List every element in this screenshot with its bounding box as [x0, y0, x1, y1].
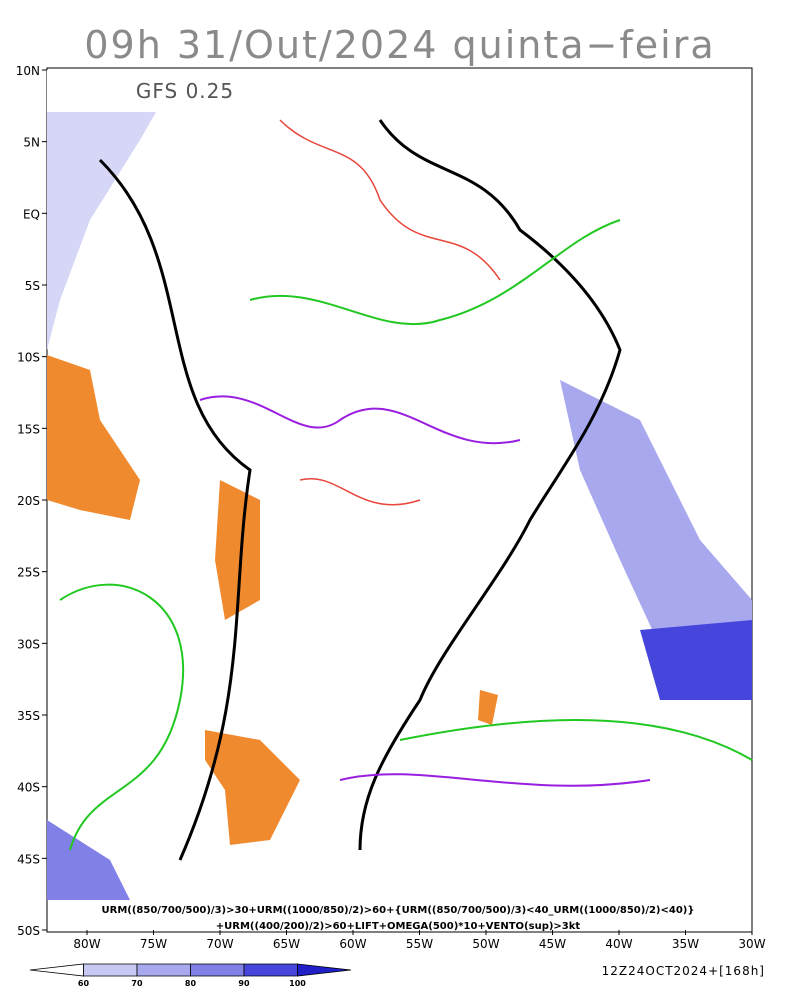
contour: [199, 395, 651, 787]
colorbar-label: 90: [238, 979, 250, 988]
lon-label: 70W: [206, 937, 233, 951]
humidity-area: [640, 620, 752, 700]
humidity-area: [47, 820, 130, 900]
lat-label: 10N: [16, 64, 40, 78]
colorbar-swatch: [83, 963, 138, 977]
lon-label: 45W: [539, 937, 566, 951]
colorbar-swatch: [29, 963, 84, 977]
lon-label: 55W: [406, 937, 433, 951]
contour: [279, 119, 501, 506]
colorbar-label: 80: [185, 979, 197, 988]
lat-label: 30S: [17, 637, 40, 651]
humidity-area: [47, 70, 180, 350]
colorbar-swatch: [243, 963, 298, 977]
lon-label: 50W: [472, 937, 499, 951]
lift-area: [205, 730, 300, 845]
formula-box: [48, 900, 751, 931]
colorbar-label: 100: [289, 979, 306, 988]
lon-label: 80W: [73, 937, 100, 951]
lat-label: 50S: [17, 924, 40, 938]
lon-label: 65W: [273, 937, 300, 951]
contour: [59, 219, 753, 851]
map-area: GFS 0.25: [46, 67, 753, 933]
lat-label: 20S: [17, 494, 40, 508]
humidity-area: [560, 380, 752, 700]
lon-label: 75W: [140, 937, 167, 951]
colorbar-label: 70: [131, 979, 143, 988]
lat-label: 40S: [17, 781, 40, 795]
colorbar-swatch: [190, 963, 245, 977]
run-label: 12Z24OCT2024+[168h]: [602, 964, 765, 978]
formula-line: +URM((400/200)/2)>60+LIFT+OMEGA(500)*10+…: [216, 921, 581, 932]
lon-label: 30W: [738, 937, 765, 951]
lat-label: 15S: [17, 422, 40, 436]
lat-label: 5S: [25, 279, 40, 293]
lon-label: 35W: [672, 937, 699, 951]
coastline: [98, 119, 622, 861]
lat-label: 10S: [17, 351, 40, 365]
colorbar-swatch: [136, 963, 191, 977]
lift-area: [478, 690, 498, 725]
lat-label: EQ: [23, 207, 40, 221]
lift-area: [47, 355, 140, 520]
formula-line: URM((850/700/500)/3)>30+URM((1000/850)/2…: [102, 905, 695, 916]
lon-label: 60W: [339, 937, 366, 951]
colorbar-label: 60: [78, 979, 90, 988]
lat-label: 5N: [23, 136, 40, 150]
model-box: [47, 70, 329, 112]
title: 09h 31/Out/2024 quinta−feira: [84, 23, 715, 67]
lat-label: 45S: [17, 852, 40, 866]
lat-label: 35S: [17, 709, 40, 723]
lat-label: 25S: [17, 566, 40, 580]
model-label: GFS 0.25: [136, 79, 234, 103]
lon-label: 40W: [605, 937, 632, 951]
colorbar-swatch: [297, 963, 352, 977]
lift-area: [215, 480, 260, 620]
